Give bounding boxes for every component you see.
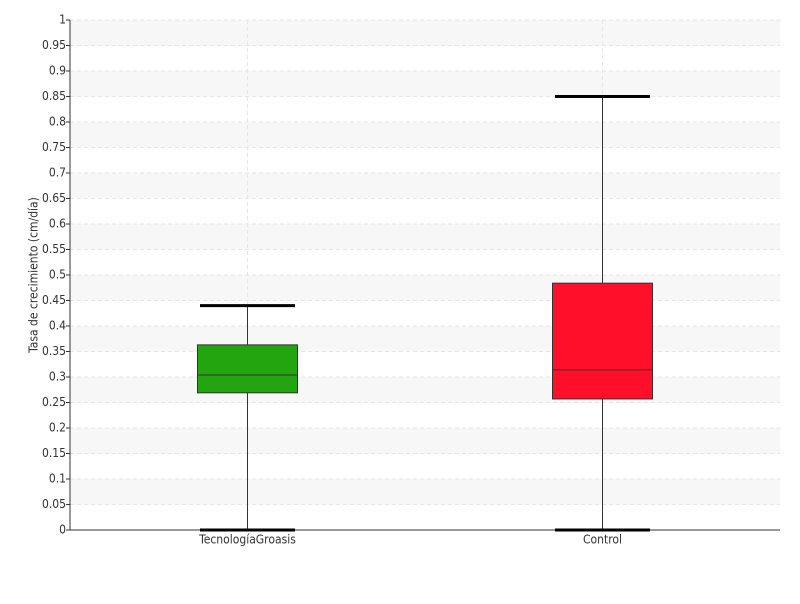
y-tick-label: 0.7 [49, 166, 66, 180]
y-tick-label: 0.65 [42, 191, 66, 205]
y-tick-label: 0.35 [42, 344, 66, 358]
grid-band [70, 275, 780, 301]
grid-band [70, 224, 780, 250]
y-axis-label: Tasa de crecimiento (cm/día) [27, 197, 41, 354]
y-tick-label: 0.45 [42, 293, 66, 307]
y-tick-label: 0.15 [42, 446, 66, 460]
y-tick-label: 0.55 [42, 242, 66, 256]
box [552, 282, 653, 400]
y-tick-label: 0.8 [49, 115, 66, 129]
grid-band [70, 479, 780, 505]
y-tick-label: 0.05 [42, 497, 66, 511]
y-tick-label: 0.4 [49, 319, 66, 333]
grid-band [70, 20, 780, 46]
grid-band [70, 428, 780, 454]
y-tick-label: 0.5 [49, 268, 66, 282]
y-tick-label: 0.1 [49, 472, 66, 486]
y-tick-label: 1 [59, 13, 66, 27]
grid-band [70, 71, 780, 97]
y-tick-label: 0.95 [42, 38, 66, 52]
box [197, 344, 298, 394]
y-tick-label: 0.85 [42, 89, 66, 103]
x-tick-label: TecnologíaGroasis [198, 533, 296, 547]
grid-band [70, 173, 780, 199]
y-tick-label: 0.3 [49, 370, 66, 384]
x-tick-label: Control [583, 533, 622, 547]
y-tick-label: 0 [59, 523, 66, 537]
y-tick-label: 0.75 [42, 140, 66, 154]
grid-band [70, 326, 780, 352]
y-tick-label: 0.2 [49, 421, 66, 435]
y-tick-label: 0.25 [42, 395, 66, 409]
y-tick-label: 0.9 [49, 64, 66, 78]
y-tick-label: 0.6 [49, 217, 66, 231]
grid-band [70, 377, 780, 403]
grid-band [70, 122, 780, 148]
